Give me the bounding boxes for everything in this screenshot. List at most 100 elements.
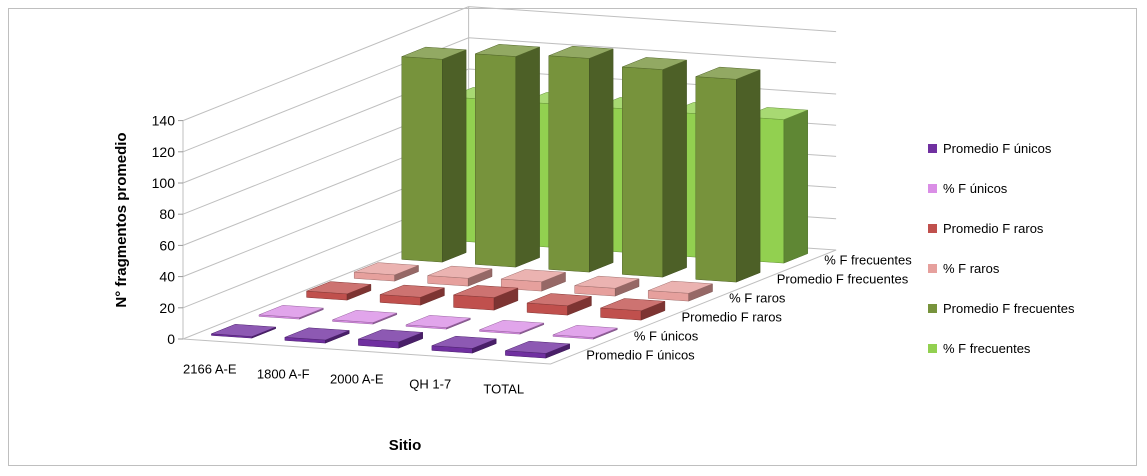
bar-top	[479, 320, 544, 333]
bar	[479, 320, 545, 335]
bar-top	[306, 281, 371, 295]
legend-label: % F frecuentes	[943, 340, 1031, 356]
depth-tick-label: Promedio F únicos	[586, 348, 695, 363]
bar-front	[475, 53, 517, 268]
bar-front	[695, 76, 737, 283]
bar	[695, 66, 761, 283]
bar-top	[574, 275, 640, 289]
bar	[574, 275, 640, 297]
legend-swatch	[928, 343, 937, 353]
y-tick-label: 20	[159, 300, 175, 316]
depth-tick-label: % F raros	[729, 291, 786, 306]
legend-item: % F raros	[928, 258, 1138, 278]
bar	[358, 329, 423, 349]
bar-side	[442, 49, 467, 263]
legend-swatch	[928, 303, 937, 313]
bar-top	[354, 262, 419, 276]
bar	[401, 46, 467, 263]
x-tick-label: 2166 A-E	[183, 362, 237, 377]
bar-front	[622, 66, 664, 278]
labels-layer: 0 20 40 60 80 100 120 140 2166 A-E 1800 A-F 2000 A…	[152, 113, 913, 397]
bars-layer	[211, 44, 808, 359]
x-tick-label: 2000 A-E	[330, 372, 384, 387]
y-axis-title: N° fragmentos promedio	[113, 132, 130, 307]
legend-swatch	[928, 143, 937, 153]
bar	[379, 284, 445, 306]
bar	[332, 310, 398, 325]
bar-top	[527, 293, 592, 307]
x-tick-label: QH 1-7	[409, 377, 451, 392]
y-tick-label: 40	[159, 269, 175, 285]
bar-top	[258, 305, 324, 318]
bar	[427, 265, 493, 287]
bar	[505, 340, 570, 359]
legend: Promedio F únicos % F únicos Promedio F ra…	[928, 138, 1138, 378]
bar	[647, 280, 713, 302]
depth-tick-label: % F frecuentes	[824, 253, 912, 268]
legend-label: % F únicos	[943, 180, 1008, 196]
legend-label: Promedio F únicos	[943, 140, 1052, 156]
bar	[353, 262, 419, 282]
bar	[526, 293, 592, 316]
bar-top	[332, 310, 397, 323]
legend-label: Promedio F raros	[943, 220, 1044, 236]
floor-edge	[182, 249, 837, 365]
bar	[405, 315, 471, 330]
legend-item: Promedio F frecuentes	[928, 298, 1138, 318]
bar	[552, 325, 618, 340]
bar	[475, 44, 540, 268]
y-tick-label: 100	[152, 175, 176, 191]
bar	[453, 285, 519, 311]
y-tick-label: 80	[159, 206, 175, 222]
bar	[431, 335, 497, 354]
bar-top	[405, 315, 471, 328]
y-tick-label: 140	[152, 113, 176, 129]
bar-top	[505, 340, 570, 354]
bar	[211, 324, 276, 339]
depth-tick-label: % F únicos	[634, 329, 699, 344]
y-tick-label: 120	[152, 144, 176, 160]
legend-item: % F frecuentes	[928, 338, 1138, 358]
bar-top	[548, 45, 614, 59]
legend-label: Promedio F frecuentes	[943, 300, 1075, 316]
depth-tick-label: Promedio F raros	[682, 310, 783, 325]
bar-side	[783, 109, 808, 264]
bar-top	[475, 44, 540, 57]
legend-item: Promedio F raros	[928, 218, 1138, 238]
y-tick-label: 60	[159, 237, 175, 253]
bar-top	[211, 324, 276, 337]
bar-top	[600, 298, 665, 312]
depth-tick-label: Promedio F frecuentes	[777, 272, 909, 287]
bar-top	[552, 325, 618, 338]
legend-item: Promedio F únicos	[928, 138, 1138, 158]
x-tick-label: 1800 A-F	[257, 367, 310, 382]
bar-top	[401, 46, 467, 60]
bar-top	[431, 335, 497, 349]
legend-swatch	[928, 223, 937, 233]
bar-top	[695, 66, 761, 80]
x-tick-label: TOTAL	[483, 382, 524, 397]
bar-top	[453, 285, 518, 298]
bar-front	[401, 56, 443, 263]
bar-top	[648, 280, 713, 294]
bar-top	[427, 265, 493, 279]
bar-side	[589, 48, 614, 273]
legend-item: % F únicos	[928, 178, 1138, 198]
x-axis-title: Sitio	[389, 437, 422, 454]
legend-swatch	[928, 183, 937, 193]
bar	[306, 281, 372, 301]
bar-top	[358, 329, 423, 343]
bar-side	[736, 69, 761, 283]
bar	[258, 305, 324, 320]
legend-swatch	[928, 263, 937, 273]
bar	[548, 45, 614, 273]
bar	[600, 298, 666, 321]
bar-front	[548, 55, 590, 273]
bar-top	[284, 327, 350, 341]
bar-side	[662, 59, 687, 278]
bar-top	[380, 284, 445, 298]
bar	[622, 57, 687, 278]
y-tick-label: 0	[167, 331, 175, 347]
